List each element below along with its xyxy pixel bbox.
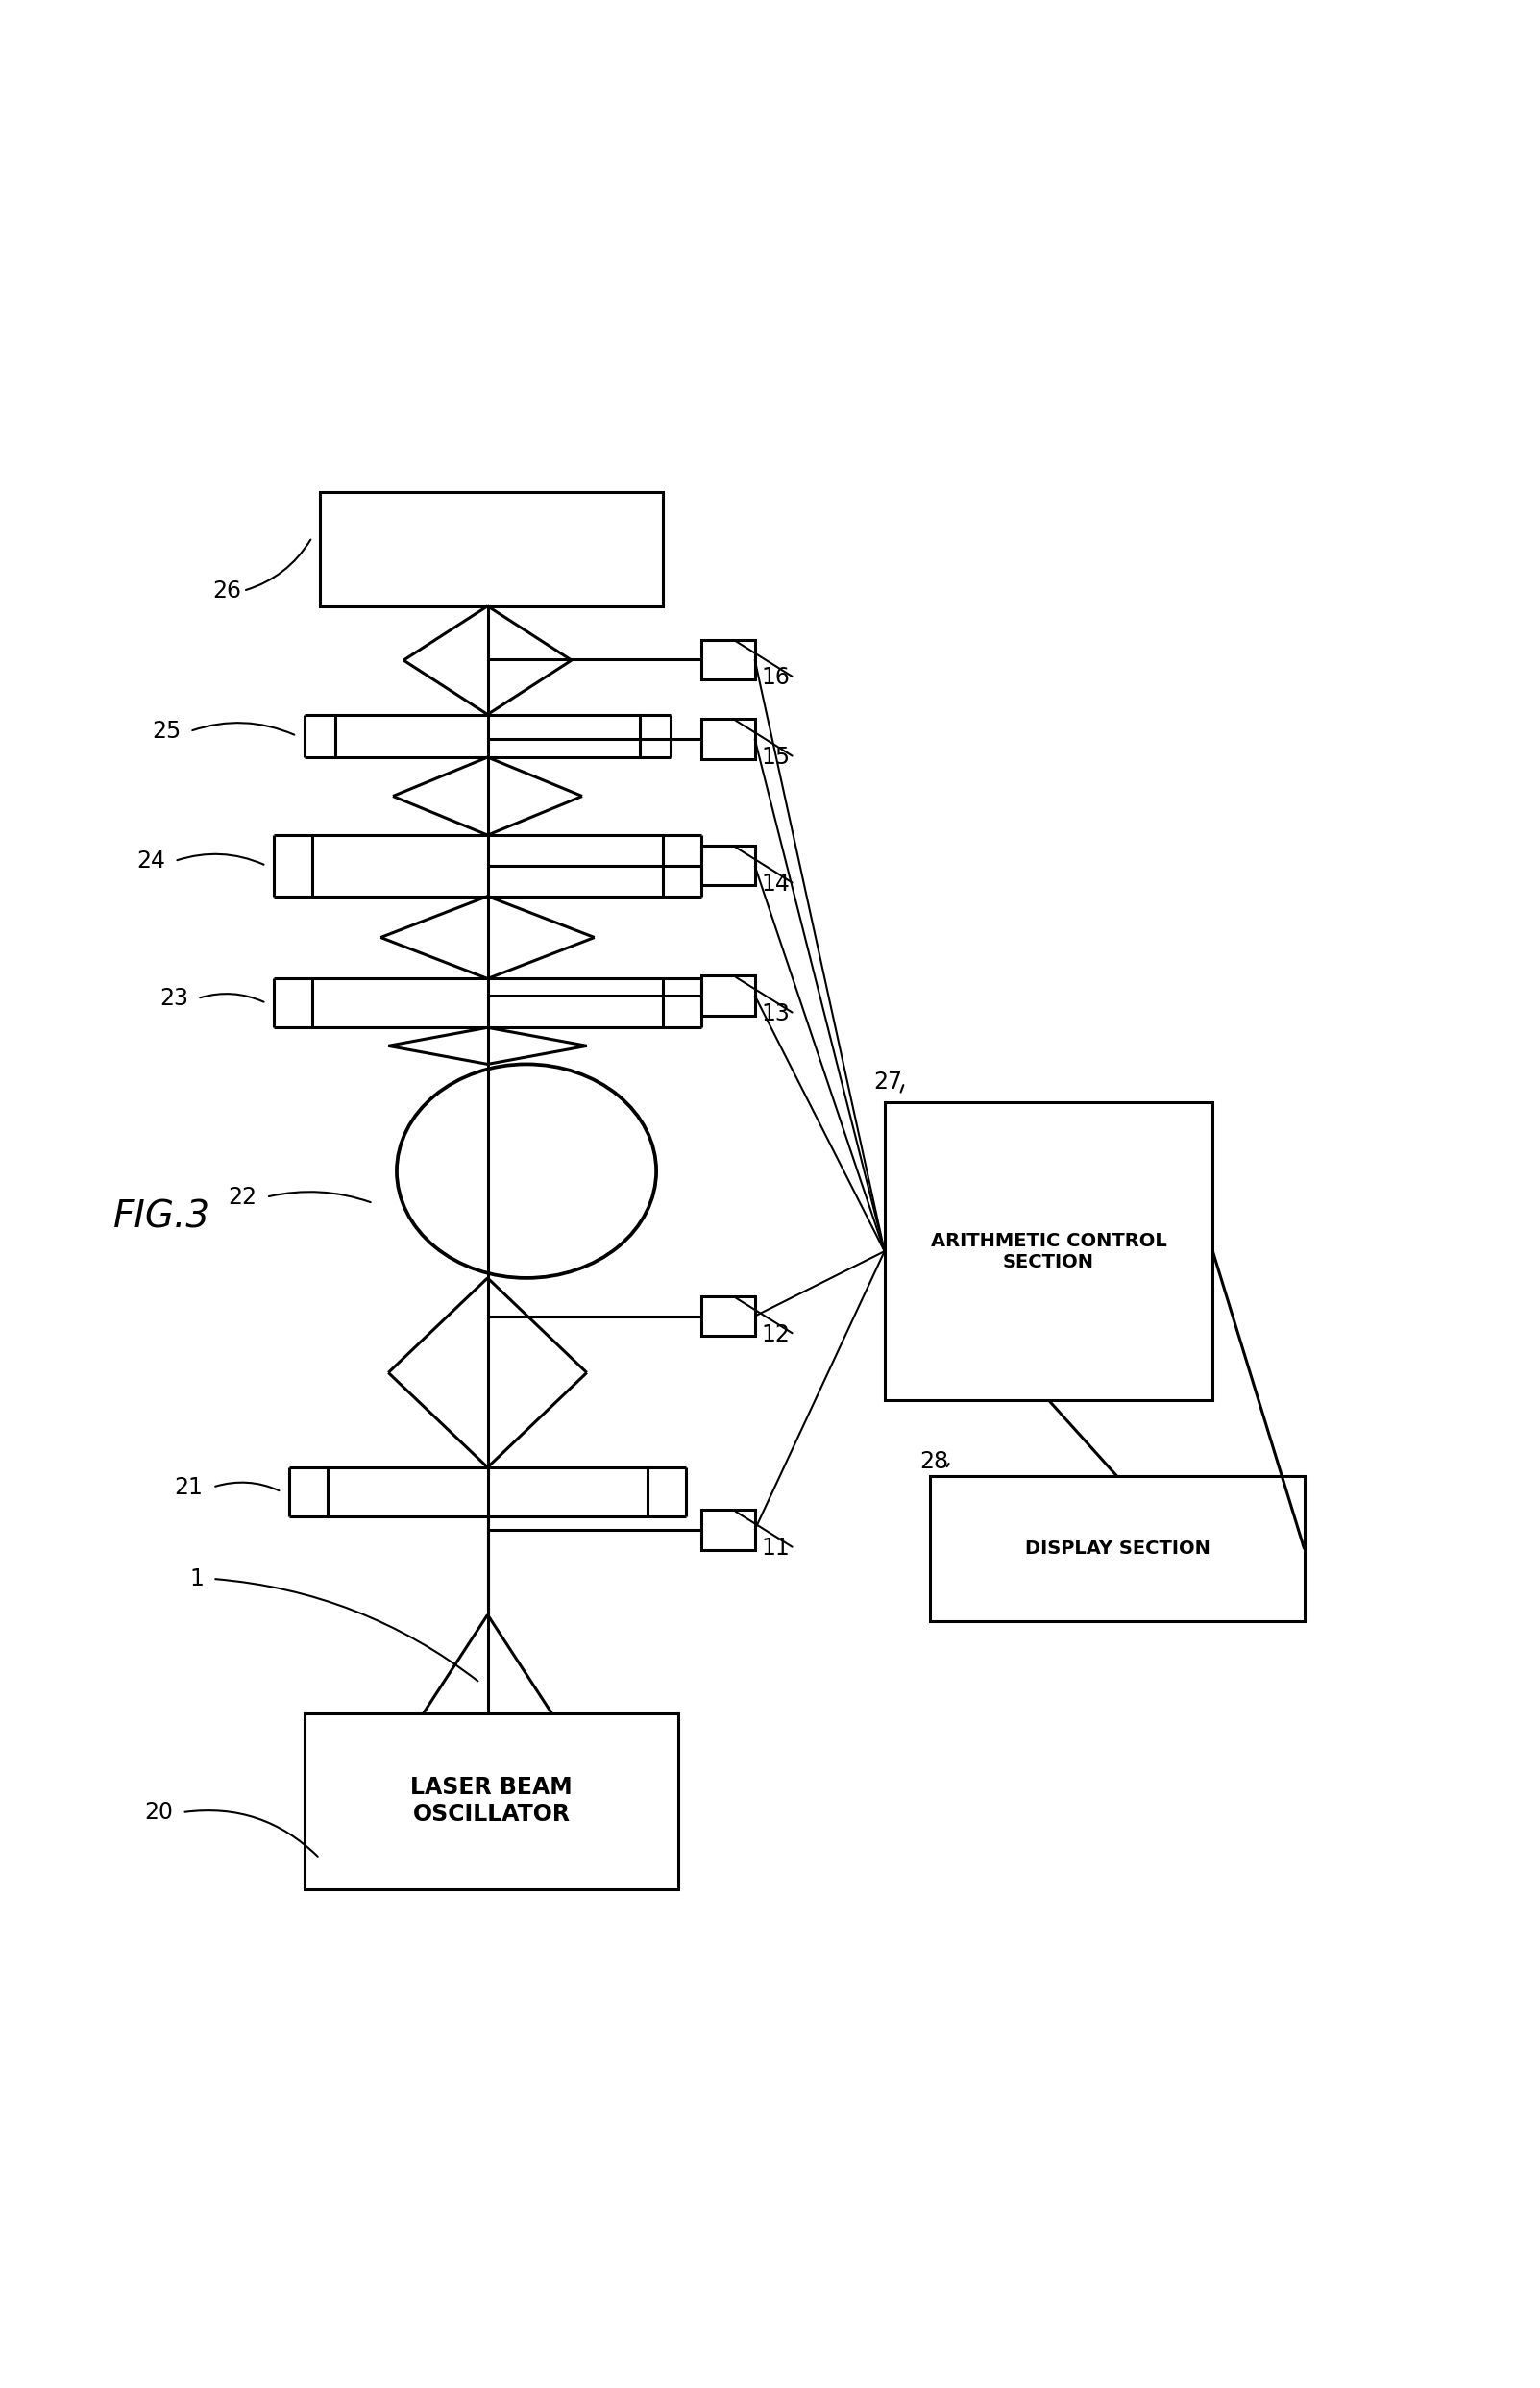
- Text: 28: 28: [919, 1450, 949, 1473]
- Bar: [313, 836, 664, 896]
- Bar: [701, 719, 755, 759]
- Bar: [701, 1509, 755, 1550]
- Text: LASER BEAM
OSCILLATOR: LASER BEAM OSCILLATOR: [410, 1777, 573, 1827]
- Text: 12: 12: [761, 1323, 790, 1347]
- Text: FIG.3: FIG.3: [114, 1199, 211, 1235]
- Text: 14: 14: [761, 872, 790, 896]
- Text: 1: 1: [189, 1567, 205, 1590]
- Text: ARITHMETIC CONTROL
SECTION: ARITHMETIC CONTROL SECTION: [930, 1232, 1167, 1270]
- Bar: [930, 1476, 1304, 1621]
- Text: DISPLAY SECTION: DISPLAY SECTION: [1024, 1540, 1210, 1559]
- Text: 23: 23: [159, 986, 188, 1010]
- Text: 21: 21: [174, 1476, 203, 1500]
- Text: 24: 24: [137, 850, 165, 872]
- Text: 11: 11: [761, 1538, 790, 1559]
- Bar: [313, 979, 664, 1027]
- Text: 13: 13: [761, 1003, 790, 1024]
- Text: 26: 26: [213, 580, 242, 602]
- Text: 22: 22: [228, 1184, 257, 1208]
- Bar: [701, 845, 755, 886]
- Bar: [884, 1103, 1212, 1399]
- Bar: [305, 1712, 679, 1889]
- Bar: [328, 1466, 648, 1516]
- Bar: [701, 1297, 755, 1335]
- Text: 16: 16: [761, 666, 790, 690]
- Bar: [320, 492, 664, 607]
- Text: 25: 25: [152, 719, 180, 743]
- Bar: [701, 640, 755, 678]
- Text: 15: 15: [761, 745, 790, 769]
- Bar: [334, 714, 641, 757]
- Text: 27: 27: [873, 1070, 902, 1094]
- Text: 20: 20: [145, 1801, 172, 1824]
- Bar: [701, 977, 755, 1015]
